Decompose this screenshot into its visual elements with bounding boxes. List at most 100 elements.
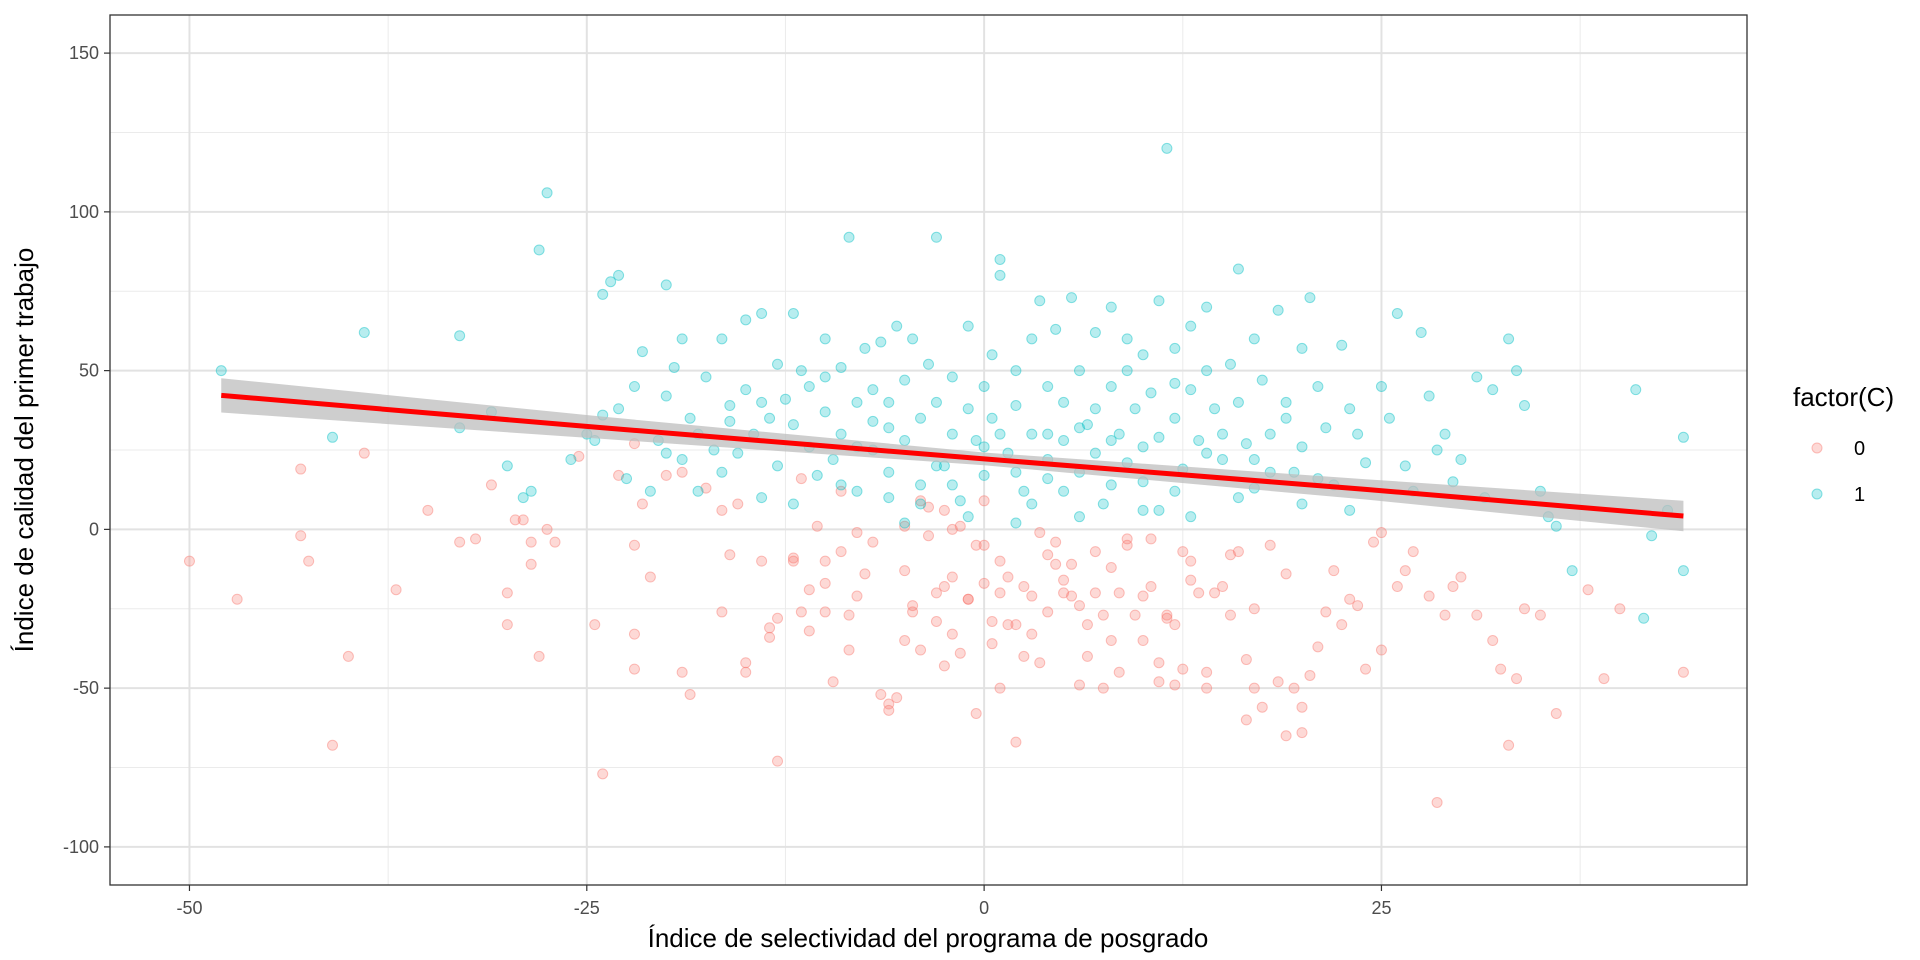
point-series-0 — [1280, 568, 1292, 580]
point-series-1 — [779, 393, 791, 405]
point-series-0 — [819, 606, 831, 618]
point-series-0 — [1423, 590, 1435, 602]
point-series-1 — [1383, 412, 1395, 424]
point-series-0 — [930, 587, 942, 599]
point-series-0 — [923, 530, 934, 542]
point-series-1 — [1153, 295, 1165, 307]
point-series-1 — [1010, 400, 1022, 412]
point-series-0 — [938, 581, 950, 593]
point-series-0 — [867, 536, 879, 548]
point-series-1 — [1161, 142, 1173, 154]
point-series-1 — [1081, 419, 1093, 431]
point-series-0 — [525, 558, 537, 570]
point-series-0 — [1097, 682, 1109, 694]
point-series-1 — [1034, 295, 1046, 307]
legend-entries: 01 — [1811, 438, 1865, 506]
point-series-1 — [787, 498, 799, 510]
point-series-0 — [628, 663, 640, 675]
point-series-0 — [946, 523, 958, 535]
y-tick-label: 50 — [79, 361, 99, 381]
point-series-0 — [1352, 600, 1364, 612]
point-series-1 — [1550, 520, 1562, 532]
legend-key-1 — [1811, 488, 1823, 500]
point-series-0 — [835, 546, 847, 558]
point-series-0 — [938, 504, 950, 516]
point-series-0 — [986, 638, 998, 650]
point-series-0 — [811, 520, 823, 532]
point-series-1 — [1073, 422, 1085, 434]
point-series-1 — [1089, 327, 1101, 339]
point-series-1 — [1224, 358, 1236, 370]
point-series-1 — [1113, 428, 1125, 440]
point-series-1 — [867, 384, 879, 396]
point-series-1 — [859, 342, 871, 354]
point-series-1 — [1455, 454, 1467, 466]
point-series-1 — [851, 396, 863, 408]
legend-label-1: 1 — [1854, 484, 1865, 506]
point-series-0 — [1487, 635, 1499, 647]
point-series-0 — [231, 593, 243, 605]
point-series-0 — [827, 676, 839, 688]
point-series-0 — [1360, 663, 1372, 675]
point-series-0 — [1161, 609, 1173, 621]
y-axis-title: Índice de calidad del primer trabajo — [9, 248, 39, 653]
point-series-0 — [1217, 581, 1229, 593]
point-series-0 — [342, 650, 354, 662]
point-series-0 — [1137, 635, 1149, 647]
point-series-1 — [1423, 390, 1435, 402]
point-series-0 — [772, 755, 784, 767]
point-series-1 — [1121, 333, 1133, 345]
point-series-1 — [915, 498, 927, 510]
point-series-0 — [1042, 549, 1054, 561]
point-series-0 — [676, 666, 688, 678]
point-series-0 — [795, 473, 807, 485]
point-series-0 — [1368, 536, 1380, 548]
point-series-0 — [1534, 609, 1546, 621]
point-series-0 — [533, 650, 545, 662]
point-series-0 — [899, 635, 911, 647]
point-series-0 — [1224, 609, 1236, 621]
point-series-1 — [1638, 612, 1650, 624]
point-series-0 — [1145, 533, 1157, 545]
point-series-0 — [1240, 654, 1252, 666]
point-series-0 — [358, 447, 370, 459]
point-series-0 — [795, 606, 807, 618]
point-series-1 — [1248, 454, 1260, 466]
point-series-1 — [1296, 441, 1308, 453]
y-tick-label: 100 — [69, 202, 99, 222]
point-series-0 — [684, 688, 696, 700]
point-series-1 — [1105, 301, 1117, 313]
point-series-0 — [597, 768, 609, 780]
point-series-1 — [923, 358, 934, 370]
legend: factor(C) 01 — [1793, 382, 1894, 506]
point-series-0 — [907, 606, 919, 618]
point-series-0 — [1550, 708, 1562, 720]
point-series-0 — [1050, 536, 1062, 548]
point-series-1 — [732, 447, 744, 459]
point-series-0 — [1185, 555, 1197, 567]
point-series-0 — [883, 698, 895, 710]
point-series-1 — [692, 485, 704, 497]
point-series-1 — [994, 428, 1006, 440]
point-series-0 — [962, 593, 974, 605]
point-series-0 — [1113, 587, 1125, 599]
point-series-1 — [1153, 504, 1165, 516]
point-series-0 — [485, 479, 497, 491]
legend-label-0: 0 — [1854, 438, 1865, 460]
x-tick-label: 0 — [979, 898, 989, 918]
point-series-0 — [899, 565, 911, 577]
point-series-0 — [1288, 682, 1300, 694]
point-series-0 — [938, 660, 950, 672]
point-series-1 — [724, 400, 736, 412]
point-series-1 — [660, 447, 672, 459]
point-series-1 — [636, 346, 648, 358]
point-series-1 — [668, 361, 680, 373]
point-series-1 — [1415, 327, 1427, 339]
point-series-1 — [1201, 447, 1213, 459]
point-series-0 — [835, 485, 847, 497]
point-series-1 — [1511, 365, 1523, 377]
point-series-0 — [962, 593, 974, 605]
point-series-1 — [1169, 485, 1181, 497]
point-series-1 — [1129, 403, 1141, 415]
point-series-1 — [565, 454, 577, 466]
